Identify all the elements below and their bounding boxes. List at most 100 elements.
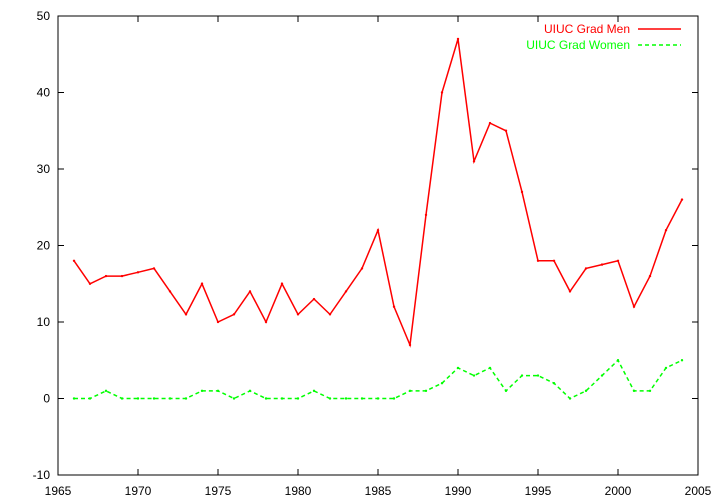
data-point-uiuc-grad-women (248, 389, 252, 393)
data-point-uiuc-grad-women (344, 397, 348, 400)
data-point-uiuc-grad-men (216, 320, 220, 324)
data-point-uiuc-grad-men (616, 259, 620, 262)
data-point-uiuc-grad-women (472, 374, 476, 377)
x-tick-label: 1965 (45, 484, 72, 498)
data-point-uiuc-grad-men (136, 271, 140, 274)
x-tick-label: 2005 (685, 484, 712, 498)
data-point-uiuc-grad-women (504, 389, 508, 393)
data-point-uiuc-grad-women (136, 397, 140, 400)
y-tick-label: 10 (37, 315, 51, 329)
data-point-uiuc-grad-women (568, 397, 572, 400)
data-point-uiuc-grad-women (632, 389, 636, 393)
data-point-uiuc-grad-women (664, 366, 668, 370)
data-point-uiuc-grad-women (600, 374, 604, 377)
data-point-uiuc-grad-women (296, 397, 300, 400)
data-point-uiuc-grad-women (328, 397, 332, 400)
x-tick-label: 1980 (285, 484, 312, 498)
series-layer (72, 37, 684, 400)
data-point-uiuc-grad-women (536, 374, 540, 377)
legend: UIUC Grad Men UIUC Grad Women (526, 22, 681, 52)
x-tick-label: 1985 (365, 484, 392, 498)
y-tick-label: -10 (33, 468, 51, 482)
data-point-uiuc-grad-women (120, 397, 124, 400)
data-point-uiuc-grad-women (552, 382, 556, 385)
data-point-uiuc-grad-men (72, 259, 76, 262)
data-point-uiuc-grad-women (264, 397, 268, 400)
data-point-uiuc-grad-men (328, 313, 332, 316)
y-tick-label: 40 (37, 86, 51, 100)
data-point-uiuc-grad-men (360, 267, 364, 270)
data-point-uiuc-grad-men (248, 290, 252, 293)
data-point-uiuc-grad-men (424, 213, 428, 217)
data-point-uiuc-grad-men (88, 282, 92, 285)
data-point-uiuc-grad-women (280, 397, 284, 400)
x-tick-label: 2000 (605, 484, 632, 498)
x-tick-label: 1990 (445, 484, 472, 498)
data-point-uiuc-grad-men (232, 313, 236, 316)
data-point-uiuc-grad-women (216, 389, 220, 393)
data-point-uiuc-grad-women (72, 397, 76, 400)
data-point-uiuc-grad-women (488, 366, 492, 370)
x-tick-label: 1995 (525, 484, 552, 498)
data-point-uiuc-grad-men (600, 263, 604, 266)
data-point-uiuc-grad-men (552, 259, 556, 262)
data-point-uiuc-grad-women (168, 397, 172, 400)
data-point-uiuc-grad-men (184, 313, 188, 316)
data-point-uiuc-grad-men (520, 190, 524, 194)
y-tick-label: 20 (37, 239, 51, 253)
data-point-uiuc-grad-men (504, 129, 508, 132)
data-point-uiuc-grad-women (200, 389, 204, 393)
data-point-uiuc-grad-men (376, 229, 380, 232)
data-point-uiuc-grad-women (88, 397, 92, 400)
data-point-uiuc-grad-men (568, 290, 572, 293)
data-point-uiuc-grad-women (104, 389, 108, 393)
data-point-uiuc-grad-men (536, 259, 540, 262)
data-point-uiuc-grad-men (584, 267, 588, 270)
data-point-uiuc-grad-men (296, 313, 300, 316)
data-point-uiuc-grad-women (648, 389, 652, 393)
data-point-uiuc-grad-men (344, 290, 348, 293)
data-point-uiuc-grad-women (616, 359, 620, 362)
data-point-uiuc-grad-men (312, 297, 316, 301)
data-point-uiuc-grad-men (168, 290, 172, 293)
x-tick-label: 1975 (205, 484, 232, 498)
data-point-uiuc-grad-men (200, 282, 204, 285)
y-tick-label: 0 (43, 392, 50, 406)
data-point-uiuc-grad-women (440, 382, 444, 385)
plot-frame (57, 15, 699, 476)
data-point-uiuc-grad-women (232, 397, 236, 400)
data-point-uiuc-grad-women (392, 397, 396, 400)
y-tick-label: 30 (37, 162, 51, 176)
y-tick-label: 50 (37, 9, 51, 23)
data-point-uiuc-grad-men (280, 282, 284, 285)
data-point-uiuc-grad-women (408, 389, 412, 393)
data-point-uiuc-grad-women (184, 397, 188, 400)
data-point-uiuc-grad-men (648, 274, 652, 278)
data-point-uiuc-grad-men (104, 274, 108, 278)
series-line-uiuc-grad-men (73, 38, 683, 348)
data-point-uiuc-grad-women (360, 397, 364, 400)
data-point-uiuc-grad-men (664, 229, 668, 232)
data-point-uiuc-grad-women (520, 374, 524, 377)
data-point-uiuc-grad-women (152, 397, 156, 400)
data-point-uiuc-grad-men (120, 274, 124, 278)
data-point-uiuc-grad-men (472, 160, 476, 163)
data-point-uiuc-grad-women (680, 359, 684, 362)
data-point-uiuc-grad-men (152, 267, 156, 270)
data-point-uiuc-grad-men (264, 320, 268, 324)
data-point-uiuc-grad-men (632, 305, 636, 308)
data-point-uiuc-grad-men (456, 37, 460, 41)
x-axis: 1965 1970 1975 1980 1985 1990 1995 2000 2005 (45, 16, 712, 498)
data-point-uiuc-grad-men (392, 305, 396, 308)
data-point-uiuc-grad-women (424, 389, 428, 393)
series-line-uiuc-grad-women (74, 359, 683, 400)
data-point-uiuc-grad-women (312, 389, 316, 393)
data-point-uiuc-grad-women (376, 397, 380, 400)
legend-label: UIUC Grad Men (544, 22, 630, 36)
data-point-uiuc-grad-women (456, 366, 460, 370)
data-point-uiuc-grad-men (488, 121, 492, 125)
data-point-uiuc-grad-women (584, 389, 588, 393)
data-point-uiuc-grad-men (680, 198, 684, 201)
y-axis: -10 0 10 20 30 40 50 (33, 9, 698, 482)
